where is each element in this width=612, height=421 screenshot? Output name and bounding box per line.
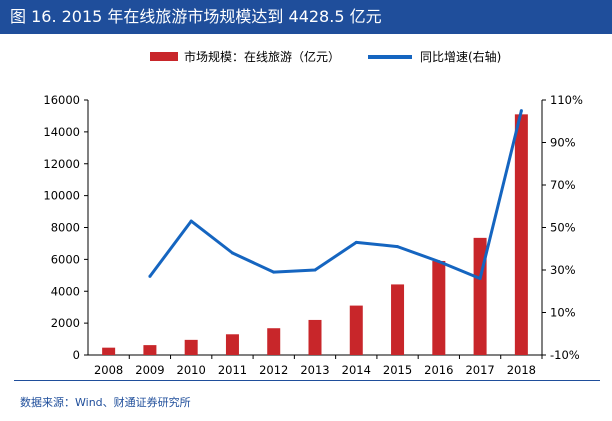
source-note: 数据来源：Wind、财通证券研究所 — [20, 396, 191, 409]
bar-2011 — [225, 334, 239, 355]
bar-2016 — [432, 260, 446, 355]
growth-point-2014 — [354, 240, 358, 244]
chart-plot: 0 2000 4000 6000 8000 10000 12000 14000 16000 -10… — [43, 93, 583, 377]
legend-line-swatch — [368, 54, 412, 59]
growth-point-2016 — [437, 260, 441, 263]
legend-bar-swatch — [150, 52, 178, 61]
bar-2013 — [308, 319, 322, 355]
x-tick-label: 2018 — [507, 363, 536, 377]
source-divider — [14, 380, 600, 381]
x-tick-label: 2013 — [300, 363, 329, 377]
y-right-tick-label: 70% — [550, 178, 576, 192]
y-left-tick-label: 14000 — [43, 125, 80, 139]
y-left-tick-label: 6000 — [51, 252, 80, 266]
y-left-tick-label: 12000 — [43, 157, 80, 171]
y-left-tick-label: 16000 — [43, 93, 80, 107]
x-tick-label: 2012 — [259, 363, 288, 377]
y-left-tick-label: 4000 — [51, 284, 80, 298]
y-right-tick-label: 110% — [550, 93, 583, 107]
y-left-tick-label: 10000 — [43, 189, 80, 203]
x-tick-label: 2010 — [177, 363, 206, 377]
growth-point-2017 — [478, 277, 482, 280]
y-left-tick-label: 8000 — [51, 221, 80, 235]
growth-point-2018 — [519, 109, 523, 113]
x-tick-label: 2008 — [94, 363, 123, 377]
y-right-tick-label: -10% — [550, 348, 580, 362]
bar-2010 — [184, 339, 198, 355]
growth-point-2012 — [272, 270, 276, 274]
y-right-tick-label: 90% — [550, 136, 576, 150]
legend-item-market-size: 市场规模：在线旅游（亿元） — [150, 48, 340, 65]
legend: 市场规模：在线旅游（亿元） 同比增速(右轴) — [0, 48, 612, 68]
x-tick-label: 2014 — [342, 363, 371, 377]
growth-point-2015 — [396, 245, 400, 249]
x-tick-label: 2015 — [383, 363, 412, 377]
bar-2018 — [514, 114, 528, 355]
growth-point-2009 — [148, 274, 152, 278]
bar-2009 — [143, 345, 157, 355]
growth-point-2013 — [313, 268, 317, 272]
y-left-tick-label: 2000 — [51, 316, 80, 330]
legend-label-growth: 同比增速(右轴) — [420, 50, 502, 64]
y-right-tick-label: 50% — [550, 221, 576, 235]
bar-2008 — [102, 347, 116, 355]
x-tick-label: 2011 — [218, 363, 247, 377]
y-right-tick-label: 10% — [550, 306, 576, 320]
legend-item-growth: 同比增速(右轴) — [368, 48, 501, 65]
y-left-tick-label: 0 — [73, 348, 80, 362]
bar-2012 — [267, 328, 281, 355]
legend-label-market-size: 市场规模：在线旅游（亿元） — [184, 50, 341, 64]
bar-2015 — [391, 284, 405, 355]
growth-point-2010 — [189, 219, 193, 223]
x-tick-label: 2009 — [135, 363, 164, 377]
x-tick-label: 2016 — [424, 363, 453, 377]
chart-title: 图 16. 2015 年在线旅游市场规模达到 4428.5 亿元 — [0, 0, 612, 34]
bar-2014 — [349, 305, 363, 355]
growth-point-2011 — [230, 251, 234, 255]
x-tick-label: 2017 — [465, 363, 494, 377]
y-right-tick-label: 30% — [550, 263, 576, 277]
growth-line — [148, 110, 523, 280]
